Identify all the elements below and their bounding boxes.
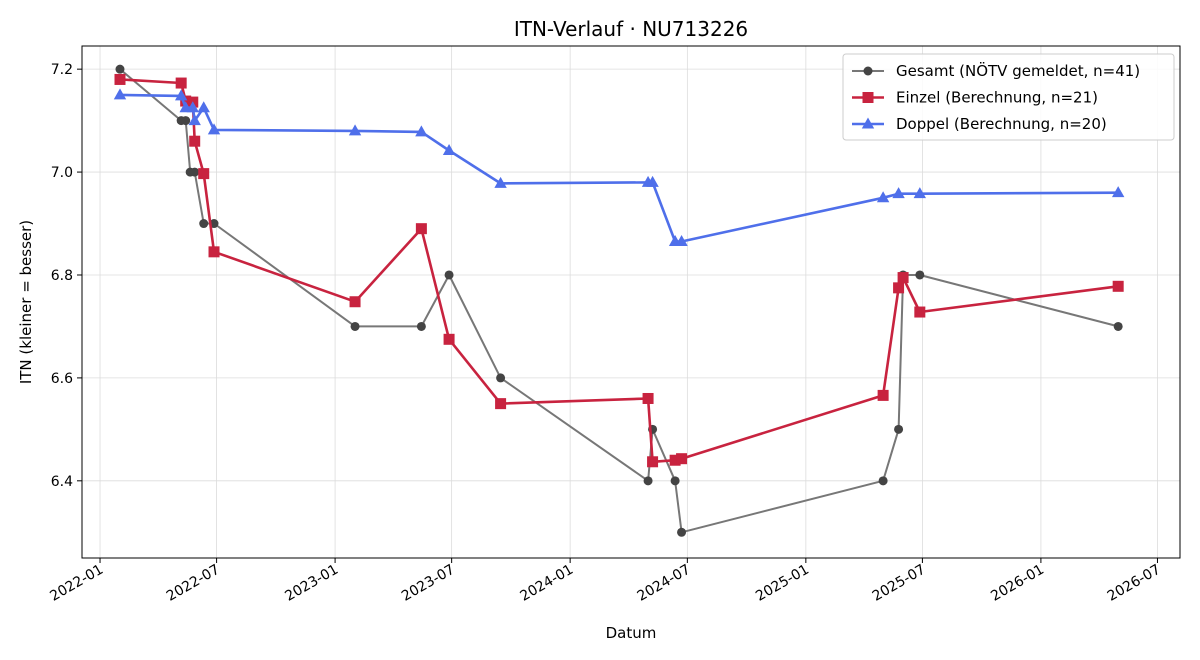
legend-marker [862, 92, 874, 103]
data-point [198, 168, 210, 180]
data-point [646, 175, 659, 187]
chart-title: ITN-Verlauf · NU713226 [514, 17, 748, 41]
x-tick-label: 2022-01 [47, 562, 106, 605]
legend-box [842, 53, 1175, 141]
data-point [876, 191, 890, 203]
data-point [893, 282, 905, 294]
data-point [350, 321, 360, 331]
data-point [114, 73, 126, 85]
data-point [190, 167, 200, 177]
data-point [675, 235, 688, 247]
data-point [174, 89, 188, 101]
x-tick-label: 2023-07 [399, 562, 458, 605]
y-tick-label: 6.6 [51, 371, 73, 387]
data-point [495, 398, 507, 410]
legend: Gesamt (NÖTV gemeldet, n=41) Einzel (Bere… [842, 53, 1175, 141]
data-point [444, 270, 454, 280]
data-point [349, 296, 361, 308]
data-point [181, 116, 191, 126]
data-point [670, 476, 680, 486]
data-point [1111, 186, 1125, 198]
legend-label: Doppel (Berechnung, n=20) [896, 115, 1107, 133]
y-tick-label: 7.2 [51, 62, 73, 78]
x-tick-label: 2024-01 [517, 562, 576, 605]
x-tick-label: 2023-01 [282, 562, 341, 605]
data-point [642, 392, 654, 404]
x-tick-label: 2026-01 [988, 562, 1047, 605]
data-point [348, 124, 362, 136]
data-point [207, 123, 221, 135]
data-point [915, 270, 925, 280]
data-point [878, 476, 888, 486]
x-tick-label: 2025-01 [753, 562, 812, 605]
data-point [676, 453, 688, 465]
data-point [415, 125, 428, 137]
y-tick-label: 7.0 [51, 165, 73, 181]
data-point [416, 321, 426, 331]
data-point [669, 454, 681, 466]
data-point [197, 101, 210, 113]
data-point [647, 456, 659, 468]
y-axis-label: ITN (kleiner = besser) [17, 220, 35, 384]
legend-label: Einzel (Berechnung, n=21) [896, 89, 1098, 107]
data-point [199, 219, 209, 229]
x-tick-label: 2026-07 [1105, 562, 1164, 605]
series-triangle [113, 88, 1125, 247]
data-point [188, 114, 201, 126]
x-tick-label: 2022-07 [164, 562, 223, 605]
data-point [415, 223, 427, 235]
data-point [914, 306, 926, 318]
data-point [677, 527, 687, 537]
data-point [443, 333, 455, 345]
data-point [494, 176, 507, 188]
data-point [175, 77, 187, 89]
data-point [892, 187, 905, 199]
data-point [897, 272, 909, 284]
y-tick-label: 6.4 [51, 474, 73, 490]
data-point [1112, 280, 1124, 292]
data-point [894, 424, 904, 434]
x-tick-label: 2024-07 [635, 562, 694, 605]
data-point [186, 101, 199, 113]
plot-frame [81, 45, 1181, 559]
data-point [877, 389, 889, 401]
legend-marker [861, 117, 875, 129]
data-point [115, 64, 125, 74]
data-point [189, 135, 201, 147]
data-point [913, 187, 927, 199]
grid [82, 46, 1180, 558]
data-point [442, 143, 456, 155]
series-layer [113, 64, 1125, 537]
data-point [1113, 321, 1123, 331]
x-tick-label: 2025-07 [870, 562, 929, 605]
data-point [643, 476, 653, 486]
data-point [180, 95, 192, 107]
x-axis: 2022-01 2022-07 2023-01 2023-07 2024-01 2024-… [47, 558, 1163, 605]
data-point [208, 246, 220, 258]
legend-label: Gesamt (NÖTV gemeldet, n=41) [896, 61, 1140, 80]
x-axis-label: Datum [606, 624, 657, 642]
y-axis: 6.4 6.6 6.8 7.0 7.2 [51, 62, 82, 490]
y-tick-label: 6.8 [51, 268, 73, 284]
data-point [496, 373, 506, 383]
legend-marker [863, 66, 873, 76]
data-point [113, 88, 127, 100]
